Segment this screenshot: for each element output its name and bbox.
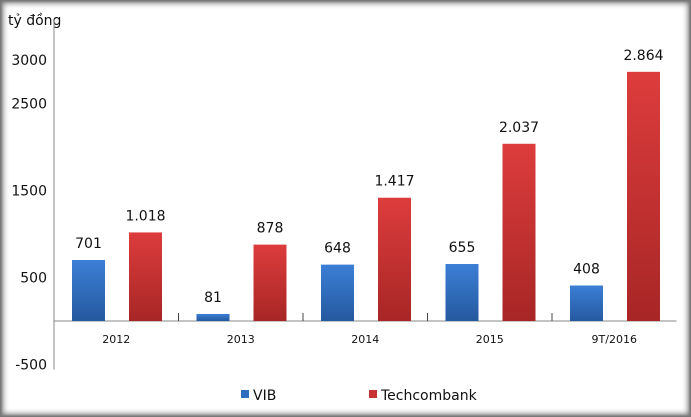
bar-techcombank xyxy=(253,244,287,321)
data-label: 81 xyxy=(204,290,222,306)
bar-techcombank xyxy=(627,71,660,321)
x-tick-label: 2013 xyxy=(227,333,255,346)
bar-vib xyxy=(570,285,603,321)
bar-techcombank xyxy=(378,197,411,321)
y-tick-label: 3000 xyxy=(11,53,47,69)
y-tick-label: 500 xyxy=(20,271,47,287)
data-label: 701 xyxy=(75,236,102,252)
data-label: 1.417 xyxy=(374,174,414,190)
bar-techcombank xyxy=(502,143,536,321)
data-label: 1.018 xyxy=(125,208,165,224)
x-tick-label: 2015 xyxy=(476,333,504,346)
bar-vib xyxy=(196,313,230,321)
legend-label: Techcombank xyxy=(380,388,478,404)
y-tick-label: 1500 xyxy=(11,184,47,200)
data-label: 2.864 xyxy=(623,48,663,64)
x-tick-label: 2012 xyxy=(102,333,130,346)
legend-swatch xyxy=(369,390,377,398)
bar-techcombank xyxy=(129,232,162,321)
bar-vib xyxy=(321,264,354,321)
x-tick-label: 2014 xyxy=(351,333,379,346)
y-tick-label: -500 xyxy=(15,358,47,374)
y-axis-label: tỷ đồng xyxy=(8,12,61,29)
data-label: 878 xyxy=(257,221,284,237)
legend-label: VIB xyxy=(253,388,276,404)
y-tick-label: 2500 xyxy=(11,97,47,113)
data-label: 2.037 xyxy=(499,120,539,136)
data-label: 648 xyxy=(324,241,351,257)
bar-vib xyxy=(445,264,479,321)
x-tick-label: 9T/2016 xyxy=(592,333,637,346)
data-label: 655 xyxy=(449,240,476,256)
data-label: 408 xyxy=(573,262,600,278)
legend-swatch xyxy=(241,390,249,398)
bar-vib xyxy=(72,260,105,321)
